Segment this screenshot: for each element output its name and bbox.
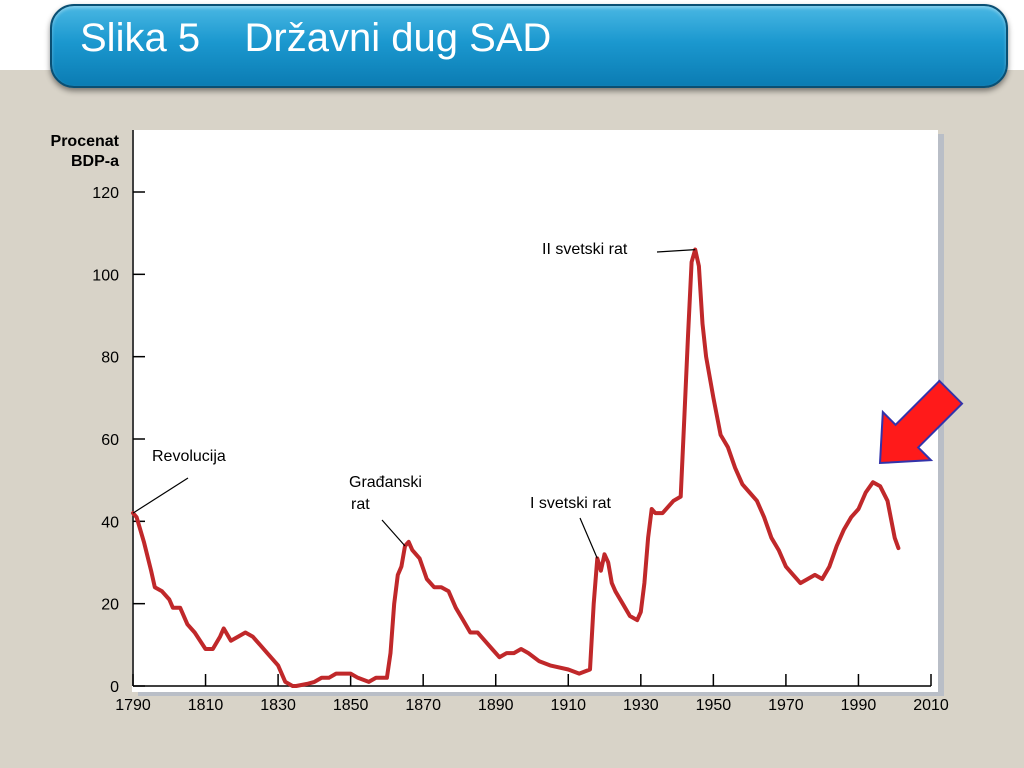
- annotation-label: rat: [351, 496, 370, 513]
- y-tick-label: 60: [101, 432, 119, 449]
- x-tick-label: 1970: [768, 697, 804, 714]
- red-pointer-arrow-icon: [878, 379, 964, 465]
- arrow-shape: [878, 379, 964, 465]
- chart-plot-background: [132, 130, 938, 692]
- y-tick-label: 40: [101, 514, 119, 531]
- x-tick-label: 1910: [550, 697, 586, 714]
- x-tick-label: 1810: [188, 697, 224, 714]
- annotation-leader-line: [579, 517, 598, 559]
- title-bar: [50, 4, 1008, 88]
- debt-series-line: [131, 247, 901, 688]
- x-tick-label: 1950: [696, 697, 732, 714]
- slide-title: Slika 5 Državni dug SAD: [80, 16, 552, 60]
- y-tick-label: 0: [110, 679, 119, 696]
- annotation-leader-line: [656, 249, 696, 253]
- y-tick-label: 80: [101, 350, 119, 367]
- x-tick-label: 1870: [405, 697, 441, 714]
- annotation-label: I svetski rat: [530, 495, 611, 512]
- y-tick-label: 120: [92, 185, 119, 202]
- annotation-leader-line: [132, 477, 189, 514]
- y-tick-label: 100: [92, 267, 119, 284]
- x-tick-label: 1930: [623, 697, 659, 714]
- annotation-label: II svetski rat: [542, 241, 628, 258]
- x-tick-label: 2010: [913, 697, 949, 714]
- annotation-leader-line: [381, 519, 406, 547]
- y-tick-label: 20: [101, 597, 119, 614]
- x-tick-label: 1990: [841, 697, 877, 714]
- annotation-label: Revolucija: [152, 448, 226, 465]
- x-tick-label: 1790: [115, 697, 151, 714]
- y-axis-label: Procenat: [51, 133, 120, 150]
- annotation-label: Građanski: [349, 474, 422, 491]
- y-axis-label: BDP-a: [71, 153, 119, 170]
- x-tick-label: 1830: [260, 697, 296, 714]
- x-tick-label: 1850: [333, 697, 369, 714]
- x-tick-label: 1890: [478, 697, 514, 714]
